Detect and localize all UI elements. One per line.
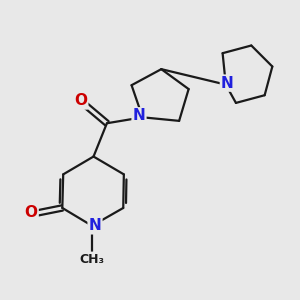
Text: N: N	[88, 218, 101, 233]
Text: N: N	[133, 108, 146, 123]
Text: N: N	[221, 76, 234, 91]
Text: O: O	[25, 205, 38, 220]
Text: O: O	[74, 94, 87, 109]
Text: CH₃: CH₃	[80, 253, 104, 266]
